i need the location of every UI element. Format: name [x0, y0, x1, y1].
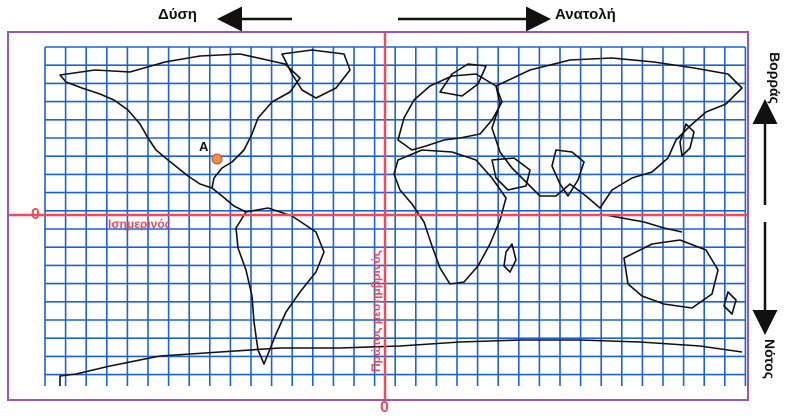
india-outline: [551, 149, 585, 197]
north-america-outline: [59, 53, 301, 189]
greenland-outline: [281, 49, 351, 99]
central-america-outline: [211, 187, 247, 213]
continents: [59, 49, 743, 386]
south-label: Νότος: [762, 339, 778, 379]
indonesia-outline: [599, 213, 683, 233]
east-label: Ανατολή: [555, 6, 616, 23]
arabia-outline: [491, 157, 531, 191]
new-zealand-outline: [723, 291, 737, 315]
west-label: Δύση: [158, 6, 197, 23]
asia-outline: [491, 57, 743, 209]
africa-outline: [393, 149, 507, 285]
scandinavia-outline: [439, 63, 487, 97]
australia-outline: [623, 239, 719, 309]
coordinate-grid: [44, 46, 747, 386]
prime-meridian-label: Πρώτος μεσημβρινός: [369, 249, 383, 373]
equator-label: Ισημερινός: [108, 217, 171, 231]
zero-left-label: 0: [31, 206, 40, 223]
map-frame: [7, 31, 749, 401]
zero-bottom-label: 0: [380, 399, 389, 416]
madagascar-outline: [503, 243, 517, 273]
south-america-outline: [235, 207, 325, 365]
europe-outline: [397, 73, 503, 151]
north-label: Βορράς: [767, 52, 783, 104]
point-a-marker: [211, 153, 223, 165]
japan-outline: [679, 123, 695, 157]
antarctica-outline: [59, 339, 743, 386]
point-a-label: Α: [199, 139, 209, 154]
